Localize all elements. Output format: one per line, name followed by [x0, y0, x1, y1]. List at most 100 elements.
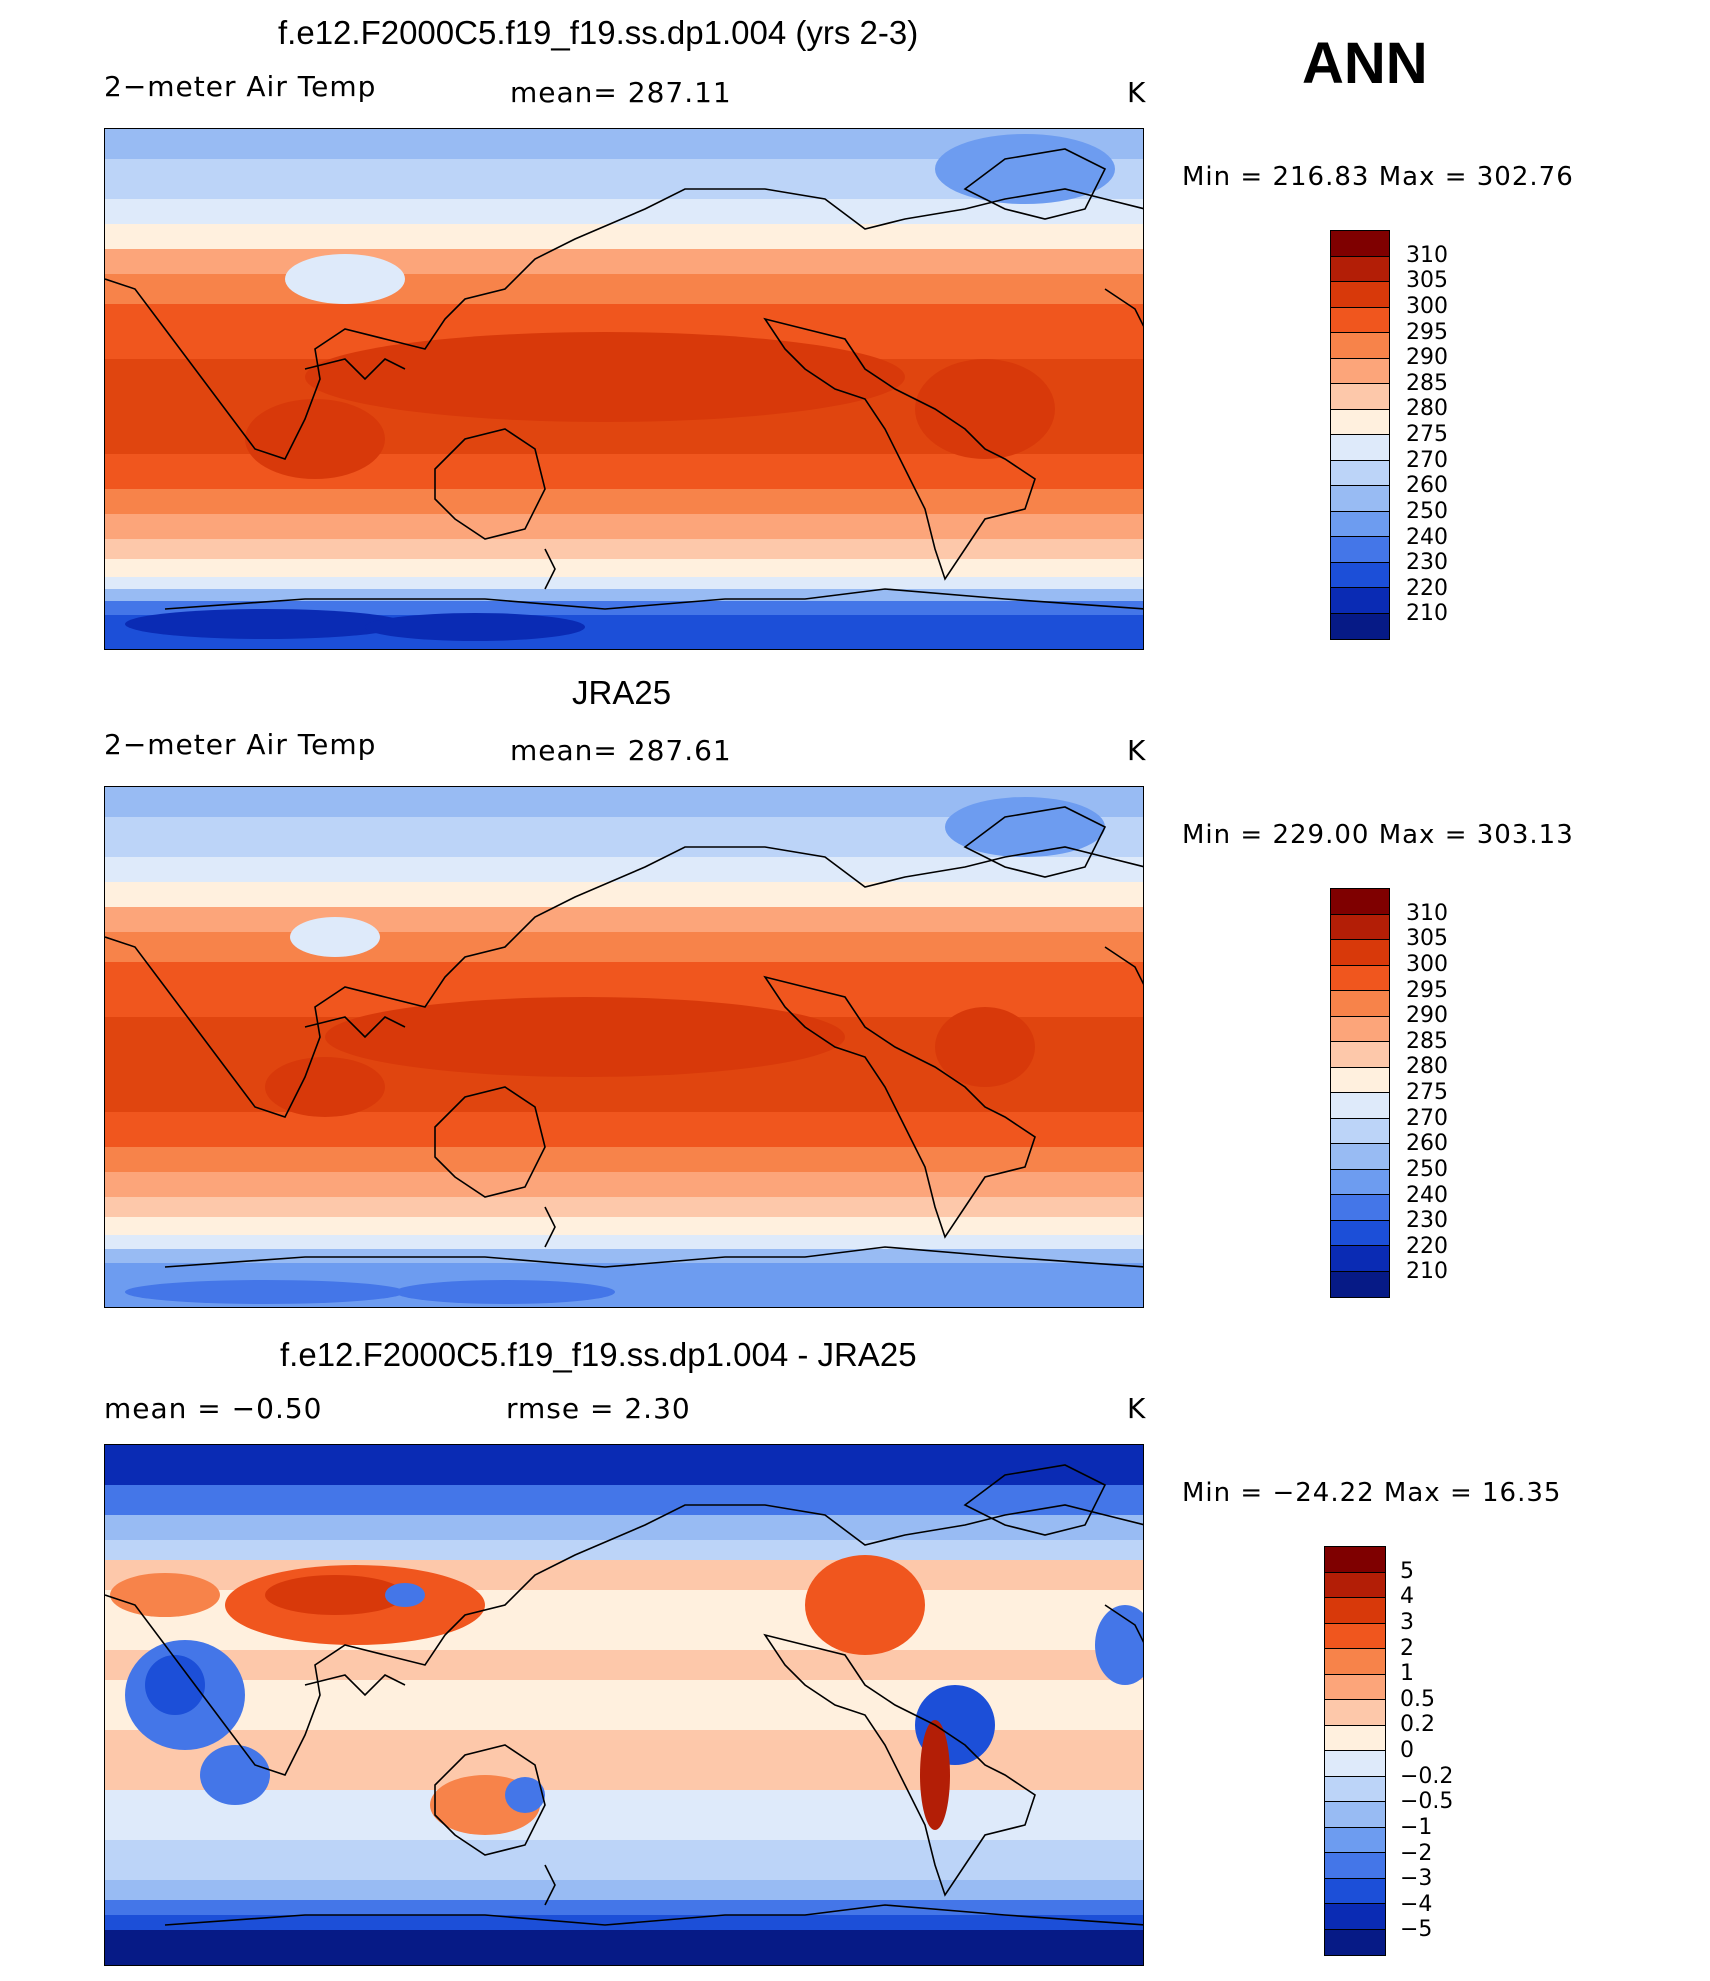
- colorbar-tick-label: 240: [1406, 524, 1448, 550]
- colorbar-swatch: [1325, 1598, 1385, 1624]
- colorbar-swatch: [1331, 282, 1389, 308]
- colorbar-swatch: [1331, 613, 1389, 639]
- panel3-minmax: Min = −24.22 Max = 16.35: [1182, 1478, 1562, 1508]
- colorbar-tick-label: 280: [1406, 396, 1448, 422]
- colorbar-swatch: [1331, 307, 1389, 333]
- colorbar-tick-label: 1: [1400, 1661, 1414, 1687]
- colorbar-swatch: [1331, 940, 1389, 966]
- panel2-colorbar: [1330, 888, 1390, 1298]
- panel1-mean-label: mean= 287.11: [510, 76, 732, 109]
- colorbar-swatch: [1331, 231, 1389, 257]
- colorbar-tick-label: 260: [1406, 473, 1448, 499]
- colorbar-tick-label: −5: [1400, 1917, 1433, 1943]
- colorbar-swatch: [1331, 889, 1389, 915]
- colorbar-tick-label: 280: [1406, 1054, 1448, 1080]
- panel1-variable-label: 2−meter Air Temp: [104, 70, 377, 103]
- colorbar-swatch: [1325, 1623, 1385, 1649]
- colorbar-swatch: [1325, 1649, 1385, 1675]
- colorbar-tick-label: 250: [1406, 498, 1448, 524]
- colorbar-tick-label: 2: [1400, 1635, 1414, 1661]
- colorbar-tick-label: 210: [1406, 1259, 1448, 1285]
- colorbar-tick-label: 295: [1406, 319, 1448, 345]
- panel3-map: [104, 1444, 1144, 1966]
- panel2-variable-label: 2−meter Air Temp: [104, 728, 377, 761]
- panel1-map: [104, 128, 1144, 650]
- colorbar-swatch: [1325, 1725, 1385, 1751]
- colorbar-tick-label: 250: [1406, 1156, 1448, 1182]
- colorbar-tick-label: −4: [1400, 1891, 1433, 1917]
- colorbar-swatch: [1331, 1144, 1389, 1170]
- colorbar-swatch: [1331, 358, 1389, 384]
- colorbar-swatch: [1331, 1042, 1389, 1068]
- colorbar-tick-label: 310: [1406, 242, 1448, 268]
- colorbar-swatch: [1325, 1674, 1385, 1700]
- colorbar-swatch: [1325, 1700, 1385, 1726]
- colorbar-swatch: [1331, 511, 1389, 537]
- colorbar-swatch: [1331, 435, 1389, 461]
- panel2-mean-label: mean= 287.61: [510, 734, 732, 767]
- colorbar-swatch: [1331, 384, 1389, 410]
- colorbar-swatch: [1331, 1016, 1389, 1042]
- colorbar-swatch: [1331, 256, 1389, 282]
- colorbar-tick-label: 275: [1406, 422, 1448, 447]
- colorbar-tick-label: 3: [1400, 1609, 1414, 1635]
- colorbar-swatch: [1325, 1776, 1385, 1802]
- colorbar-swatch: [1325, 1904, 1385, 1930]
- colorbar-swatch: [1331, 588, 1389, 614]
- colorbar-tick-label: 210: [1406, 601, 1448, 627]
- colorbar-swatch: [1331, 1271, 1389, 1297]
- colorbar-tick-label: 290: [1406, 1003, 1448, 1029]
- colorbar-swatch: [1325, 1878, 1385, 1904]
- colorbar-swatch: [1325, 1929, 1385, 1955]
- colorbar-tick-label: 305: [1406, 268, 1448, 294]
- colorbar-tick-label: 270: [1406, 447, 1448, 473]
- colorbar-tick-label: 305: [1406, 926, 1448, 952]
- colorbar-swatch: [1325, 1547, 1385, 1573]
- colorbar-tick-label: −2: [1400, 1840, 1433, 1866]
- colorbar-tick-label: 4: [1400, 1584, 1414, 1610]
- colorbar-tick-label: 270: [1406, 1105, 1448, 1131]
- colorbar-swatch: [1331, 460, 1389, 486]
- colorbar-swatch: [1331, 1220, 1389, 1246]
- panel3-units: K: [1127, 1392, 1147, 1425]
- panel3-mean-label: mean = −0.50: [104, 1392, 323, 1425]
- colorbar-tick-label: 220: [1406, 575, 1448, 601]
- colorbar-tick-label: 230: [1406, 550, 1448, 576]
- colorbar-tick-label: 290: [1406, 345, 1448, 371]
- colorbar-swatch: [1331, 1093, 1389, 1119]
- colorbar-tick-label: 260: [1406, 1131, 1448, 1157]
- panel2-minmax: Min = 229.00 Max = 303.13: [1182, 820, 1574, 850]
- colorbar-swatch: [1325, 1572, 1385, 1598]
- colorbar-swatch: [1325, 1751, 1385, 1777]
- season-label: ANN: [1302, 31, 1428, 96]
- colorbar-swatch: [1331, 333, 1389, 359]
- colorbar-tick-label: 285: [1406, 1028, 1448, 1054]
- colorbar-swatch: [1325, 1827, 1385, 1853]
- panel1-units: K: [1127, 76, 1147, 109]
- panel1-title: f.e12.F2000C5.f19_f19.ss.dp1.004 (yrs 2-…: [278, 14, 919, 51]
- colorbar-swatch: [1331, 991, 1389, 1017]
- colorbar-tick-label: 220: [1406, 1233, 1448, 1259]
- panel1-colorbar: [1330, 230, 1390, 640]
- colorbar-tick-label: 295: [1406, 977, 1448, 1003]
- colorbar-swatch: [1331, 1067, 1389, 1093]
- colorbar-swatch: [1331, 409, 1389, 435]
- colorbar-tick-label: 0.2: [1400, 1712, 1435, 1738]
- colorbar-swatch: [1331, 1118, 1389, 1144]
- panel1-map-svg: [105, 129, 1143, 649]
- colorbar-tick-label: 230: [1406, 1208, 1448, 1234]
- colorbar-tick-label: 240: [1406, 1182, 1448, 1208]
- panel2-title: JRA25: [572, 674, 672, 711]
- colorbar-tick-label: −0.2: [1400, 1763, 1454, 1789]
- colorbar-swatch: [1331, 562, 1389, 588]
- colorbar-swatch: [1331, 1169, 1389, 1195]
- colorbar-tick-label: 300: [1406, 951, 1448, 977]
- colorbar-swatch: [1331, 1195, 1389, 1221]
- colorbar-swatch: [1331, 965, 1389, 991]
- colorbar-swatch: [1325, 1802, 1385, 1828]
- colorbar-tick-label: −3: [1400, 1866, 1433, 1892]
- colorbar-tick-label: 0.5: [1400, 1686, 1435, 1712]
- colorbar-tick-label: 0: [1400, 1738, 1414, 1763]
- panel2-map-svg: [105, 787, 1143, 1307]
- panel2-units: K: [1127, 734, 1147, 767]
